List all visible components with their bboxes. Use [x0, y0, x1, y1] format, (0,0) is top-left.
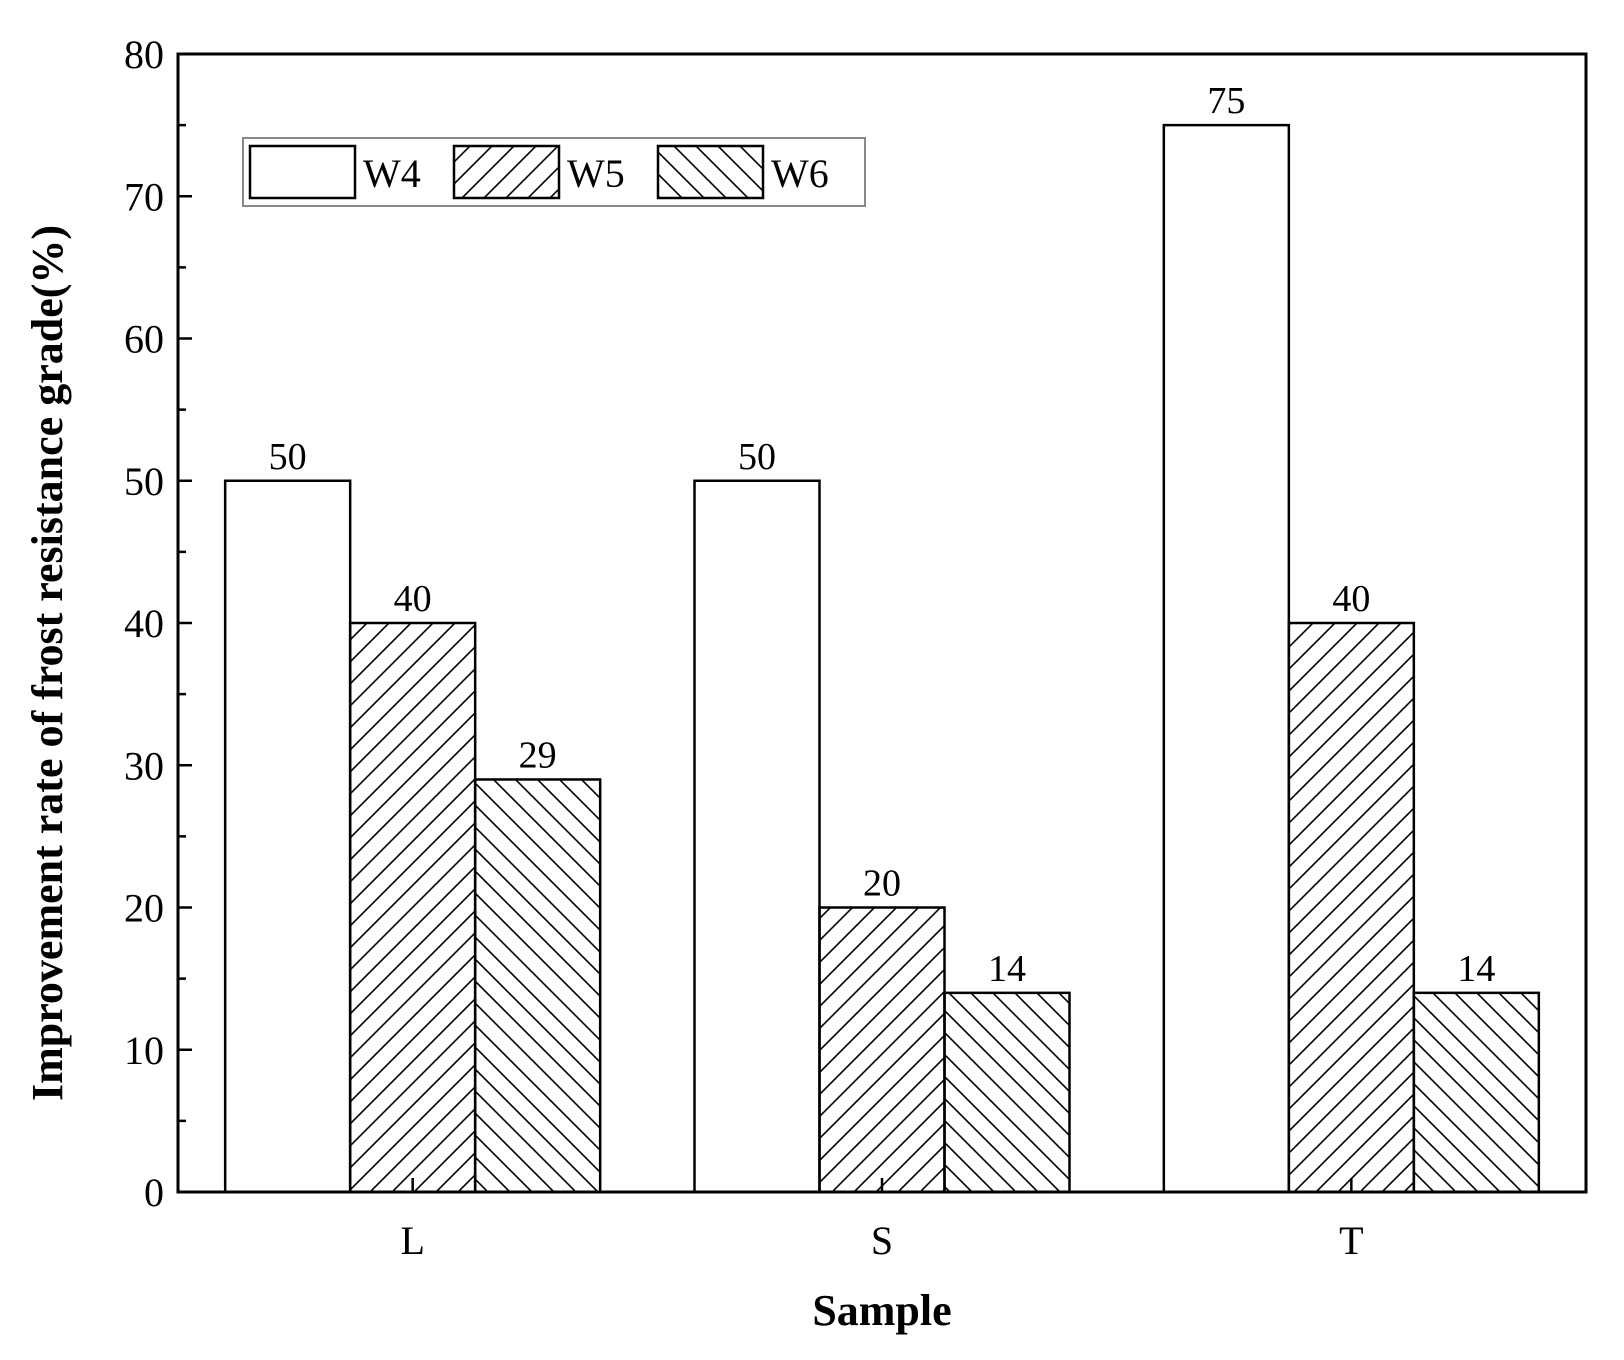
value-label-W5-S: 20	[863, 863, 901, 905]
y-tick-label: 20	[124, 886, 164, 931]
y-tick-label: 0	[144, 1170, 164, 1215]
y-tick-label: 10	[124, 1028, 164, 1073]
y-tick-label: 30	[124, 743, 164, 788]
value-labels-layer: 50 40 29 50 20 14 75 40 14	[269, 80, 1496, 990]
x-tick-label-L: L	[400, 1218, 424, 1263]
bar-W6-L	[473, 778, 602, 1194]
value-label-W5-T: 40	[1332, 578, 1370, 620]
bar-W6-S	[943, 991, 1071, 1194]
bars-layer	[223, 123, 1541, 1194]
value-label-W4-T: 75	[1207, 80, 1245, 122]
legend: W4 W5 W6	[242, 137, 866, 207]
bar-W6-T	[1412, 991, 1541, 1194]
y-tick-label: 70	[124, 174, 164, 219]
y-tick-label: 40	[124, 601, 164, 646]
x-tick-label-T: T	[1339, 1218, 1363, 1263]
value-label-W6-L: 29	[519, 734, 557, 776]
bar-W4-L	[223, 479, 352, 1194]
legend-label-W5: W5	[567, 151, 625, 196]
bar-W5-S	[818, 906, 946, 1194]
y-tick-label: 50	[124, 459, 164, 504]
bar-W4-S	[693, 479, 821, 1194]
value-label-W6-T: 14	[1457, 948, 1495, 990]
x-tick-label-S: S	[871, 1218, 893, 1263]
y-tick-label: 80	[124, 32, 164, 77]
legend-swatch-W6	[656, 144, 765, 200]
legend-label-W4: W4	[363, 151, 421, 196]
bar-W5-L	[348, 621, 477, 1194]
value-label-W4-L: 50	[269, 436, 307, 478]
value-label-W5-L: 40	[394, 578, 432, 620]
legend-swatch-W4	[248, 144, 357, 200]
y-tick-label: 60	[124, 317, 164, 362]
legend-label-W6: W6	[771, 151, 829, 196]
bar-W5-T	[1287, 621, 1416, 1194]
value-label-W6-S: 14	[988, 948, 1026, 990]
x-axis-title: Sample	[812, 1286, 951, 1335]
y-axis-title: Improvement rate of frost resistance gra…	[23, 225, 72, 1101]
bar-W4-T	[1162, 123, 1291, 1194]
legend-swatch-W5	[452, 144, 561, 200]
value-label-W4-S: 50	[738, 436, 776, 478]
plot-frame	[176, 52, 1588, 1194]
y-axis-ticks: 0 10 20 30 40 50 60 70 80	[124, 32, 192, 1215]
